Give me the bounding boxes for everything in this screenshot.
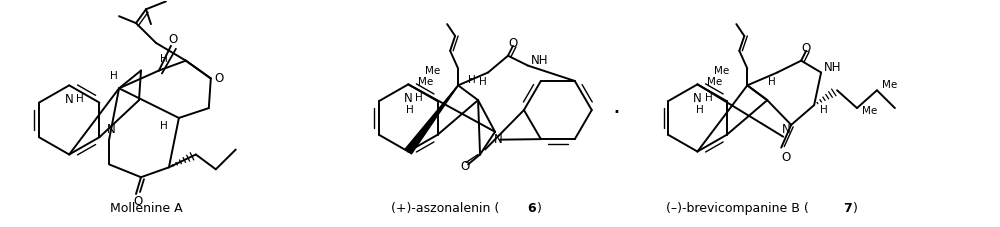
Text: O: O bbox=[133, 195, 143, 208]
Text: ): ) bbox=[537, 202, 542, 215]
Text: O: O bbox=[782, 151, 791, 164]
Text: H: H bbox=[406, 105, 414, 115]
Text: (–)-brevicompanine B (: (–)-brevicompanine B ( bbox=[666, 202, 809, 215]
Text: H: H bbox=[76, 94, 84, 104]
Text: Me: Me bbox=[862, 106, 877, 116]
Text: N: N bbox=[494, 133, 502, 146]
Text: H: H bbox=[468, 75, 476, 85]
Text: NH: NH bbox=[824, 61, 842, 74]
Text: NH: NH bbox=[531, 54, 549, 67]
Text: 6: 6 bbox=[528, 202, 536, 215]
Text: H: H bbox=[820, 105, 828, 115]
Text: H: H bbox=[479, 77, 487, 87]
Text: (+)-aszonalenin (: (+)-aszonalenin ( bbox=[391, 202, 499, 215]
Text: N: N bbox=[404, 92, 413, 105]
Text: H: H bbox=[160, 54, 168, 64]
Text: N: N bbox=[65, 93, 74, 106]
Text: O: O bbox=[168, 33, 178, 46]
Text: ): ) bbox=[853, 202, 857, 215]
Text: Mollenine A: Mollenine A bbox=[110, 202, 182, 215]
Text: Me: Me bbox=[418, 77, 433, 87]
Text: Me: Me bbox=[707, 77, 723, 87]
Text: N: N bbox=[107, 123, 115, 136]
Text: Me: Me bbox=[425, 66, 440, 76]
Text: Me: Me bbox=[882, 80, 897, 90]
Text: O: O bbox=[460, 160, 470, 173]
Text: H: H bbox=[415, 93, 423, 103]
Polygon shape bbox=[405, 85, 458, 154]
Text: 7: 7 bbox=[843, 202, 851, 215]
Text: N: N bbox=[693, 92, 702, 105]
Text: H: H bbox=[696, 105, 703, 115]
Text: Me: Me bbox=[714, 66, 730, 76]
Text: H: H bbox=[768, 77, 776, 87]
Text: H: H bbox=[705, 93, 712, 103]
Text: H: H bbox=[160, 121, 168, 131]
Text: O: O bbox=[802, 42, 811, 55]
Text: H: H bbox=[110, 72, 118, 81]
Text: O: O bbox=[508, 37, 518, 50]
Text: ·: · bbox=[613, 101, 621, 125]
Text: O: O bbox=[214, 72, 223, 85]
Text: N: N bbox=[782, 123, 791, 136]
